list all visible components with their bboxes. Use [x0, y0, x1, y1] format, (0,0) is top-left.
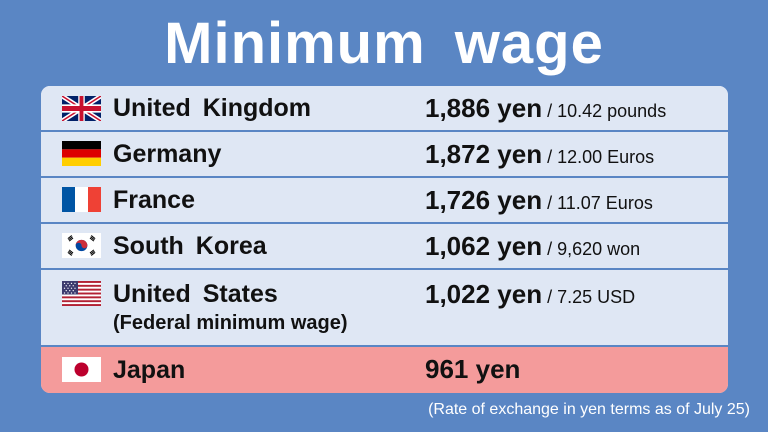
wage-local: / 7.25 USD — [542, 287, 636, 307]
wage-table: United Kingdom 1,886 yen / 10.42 pounds … — [41, 86, 728, 393]
table-row: South Korea 1,062 yen / 9,620 won — [41, 224, 728, 270]
wage-value: 1,886 yen / 10.42 pounds — [425, 93, 666, 126]
wage-yen: 1,726 yen — [425, 185, 543, 215]
wage-value: 1,022 yen / 7.25 USD — [425, 279, 635, 312]
us-flag-icon — [62, 281, 101, 306]
country-name: Japan — [113, 356, 186, 384]
country-name: South Korea — [113, 232, 267, 260]
country-name: Germany — [113, 140, 222, 168]
wage-value: 961 yen — [425, 354, 520, 384]
table-row-highlight: Japan 961 yen — [41, 347, 728, 393]
france-flag-icon — [62, 187, 101, 212]
table-row: United Kingdom 1,886 yen / 10.42 pounds — [41, 86, 728, 132]
wage-yen: 1,062 yen — [425, 231, 543, 261]
country-name: United States — [113, 280, 278, 308]
south-korea-flag-icon — [62, 233, 101, 258]
wage-local: / 12.00 Euros — [542, 147, 655, 167]
wage-local: / 9,620 won — [542, 239, 641, 259]
wage-local: / 10.42 pounds — [542, 101, 667, 121]
exchange-rate-footnote: (Rate of exchange in yen terms as of Jul… — [428, 401, 750, 418]
country-subtitle: (Federal minimum wage) — [113, 312, 348, 334]
wage-value: 1,872 yen / 12.00 Euros — [425, 139, 654, 172]
wage-yen: 1,886 yen — [425, 93, 543, 123]
wage-yen: 961 yen — [425, 354, 521, 384]
wage-local: / 11.07 Euros — [542, 193, 653, 213]
wage-yen: 1,872 yen — [425, 139, 543, 169]
table-row: France 1,726 yen / 11.07 Euros — [41, 178, 728, 224]
table-row: Germany 1,872 yen / 12.00 Euros — [41, 132, 728, 178]
wage-value: 1,062 yen / 9,620 won — [425, 231, 640, 264]
germany-flag-icon — [62, 141, 101, 166]
wage-value: 1,726 yen / 11.07 Euros — [425, 185, 653, 218]
page-title: Minimum wage — [164, 11, 604, 76]
country-name: United Kingdom — [113, 94, 312, 122]
wage-yen: 1,022 yen — [425, 279, 543, 309]
country-name: France — [113, 186, 195, 214]
japan-flag-icon — [62, 357, 101, 382]
table-row: United States (Federal minimum wage) 1,0… — [41, 270, 728, 347]
uk-flag-icon — [62, 96, 101, 121]
